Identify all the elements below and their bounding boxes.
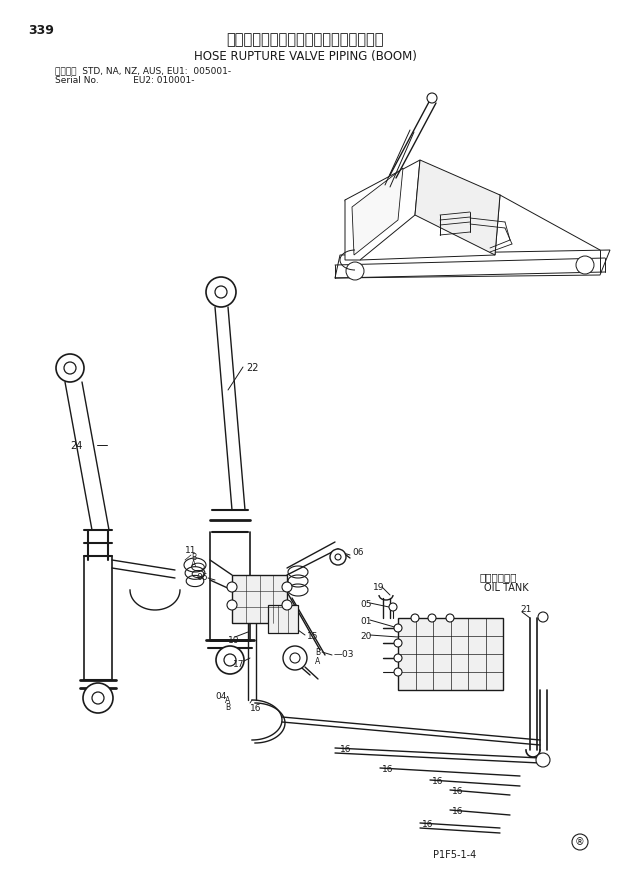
Text: OIL TANK: OIL TANK [484,583,529,593]
Circle shape [283,646,307,670]
Text: 20: 20 [360,632,371,641]
Circle shape [83,683,113,713]
Polygon shape [398,618,503,690]
Text: 適用号機  STD, NA, NZ, AUS, EU1:  005001-: 適用号機 STD, NA, NZ, AUS, EU1: 005001- [55,66,231,75]
Circle shape [536,753,550,767]
Text: 16: 16 [452,787,464,796]
Circle shape [427,93,437,103]
Polygon shape [268,605,298,633]
Text: 16: 16 [422,820,433,829]
Text: 16: 16 [382,765,394,774]
Text: 15: 15 [307,632,319,641]
Text: A: A [315,657,321,666]
Text: 19: 19 [373,583,384,592]
Circle shape [428,614,436,622]
Text: —03: —03 [334,650,355,659]
Circle shape [411,614,419,622]
Circle shape [446,614,454,622]
Circle shape [227,600,237,610]
Circle shape [227,582,237,592]
Text: 16: 16 [340,745,352,754]
Circle shape [394,624,402,632]
Circle shape [394,639,402,647]
Circle shape [394,668,402,676]
Circle shape [330,549,346,565]
Text: 11: 11 [185,546,197,555]
Circle shape [282,582,292,592]
Circle shape [64,362,76,374]
Text: 16: 16 [250,704,262,713]
Polygon shape [415,160,500,255]
Text: A: A [225,696,230,705]
Text: 05: 05 [360,600,371,609]
Text: P1F5-1-4: P1F5-1-4 [433,850,477,860]
Circle shape [290,653,300,663]
Text: 16: 16 [452,807,464,816]
Text: オイルタンク: オイルタンク [480,572,518,582]
Circle shape [576,256,594,274]
Text: 01: 01 [360,617,371,626]
Polygon shape [352,168,403,255]
Text: 06: 06 [196,573,208,582]
Polygon shape [232,575,287,623]
Text: B: B [315,648,320,657]
Text: Serial No.            EU2: 010001-: Serial No. EU2: 010001- [55,76,195,85]
Text: 13: 13 [237,582,249,591]
Text: 21: 21 [520,605,531,614]
Text: 10: 10 [228,636,239,645]
Circle shape [216,646,244,674]
Text: 24: 24 [70,441,82,451]
Circle shape [224,654,236,666]
Polygon shape [335,250,610,278]
Text: 22: 22 [246,363,259,373]
Circle shape [394,654,402,662]
Circle shape [282,600,292,610]
Text: 17: 17 [233,660,244,669]
Text: A: A [191,560,197,569]
Circle shape [538,612,548,622]
Text: ホースラプチャーバルブ配管（ブーム）: ホースラプチャーバルブ配管（ブーム） [226,32,384,47]
Circle shape [389,603,397,611]
Text: B: B [225,703,230,712]
Text: HOSE RUPTURE VALVE PIPING (BOOM): HOSE RUPTURE VALVE PIPING (BOOM) [193,50,417,63]
Circle shape [335,554,341,560]
Circle shape [215,286,227,298]
Text: ®: ® [575,837,585,847]
Text: B: B [191,553,196,562]
Circle shape [346,262,364,280]
Circle shape [92,692,104,704]
Text: 16: 16 [432,777,443,786]
Text: 06: 06 [352,548,363,557]
Text: 04: 04 [215,692,226,701]
Text: 339: 339 [28,24,54,37]
Text: 12: 12 [259,610,270,619]
Circle shape [206,277,236,307]
Circle shape [56,354,84,382]
Polygon shape [345,160,420,260]
Circle shape [572,834,588,850]
Polygon shape [345,195,500,260]
